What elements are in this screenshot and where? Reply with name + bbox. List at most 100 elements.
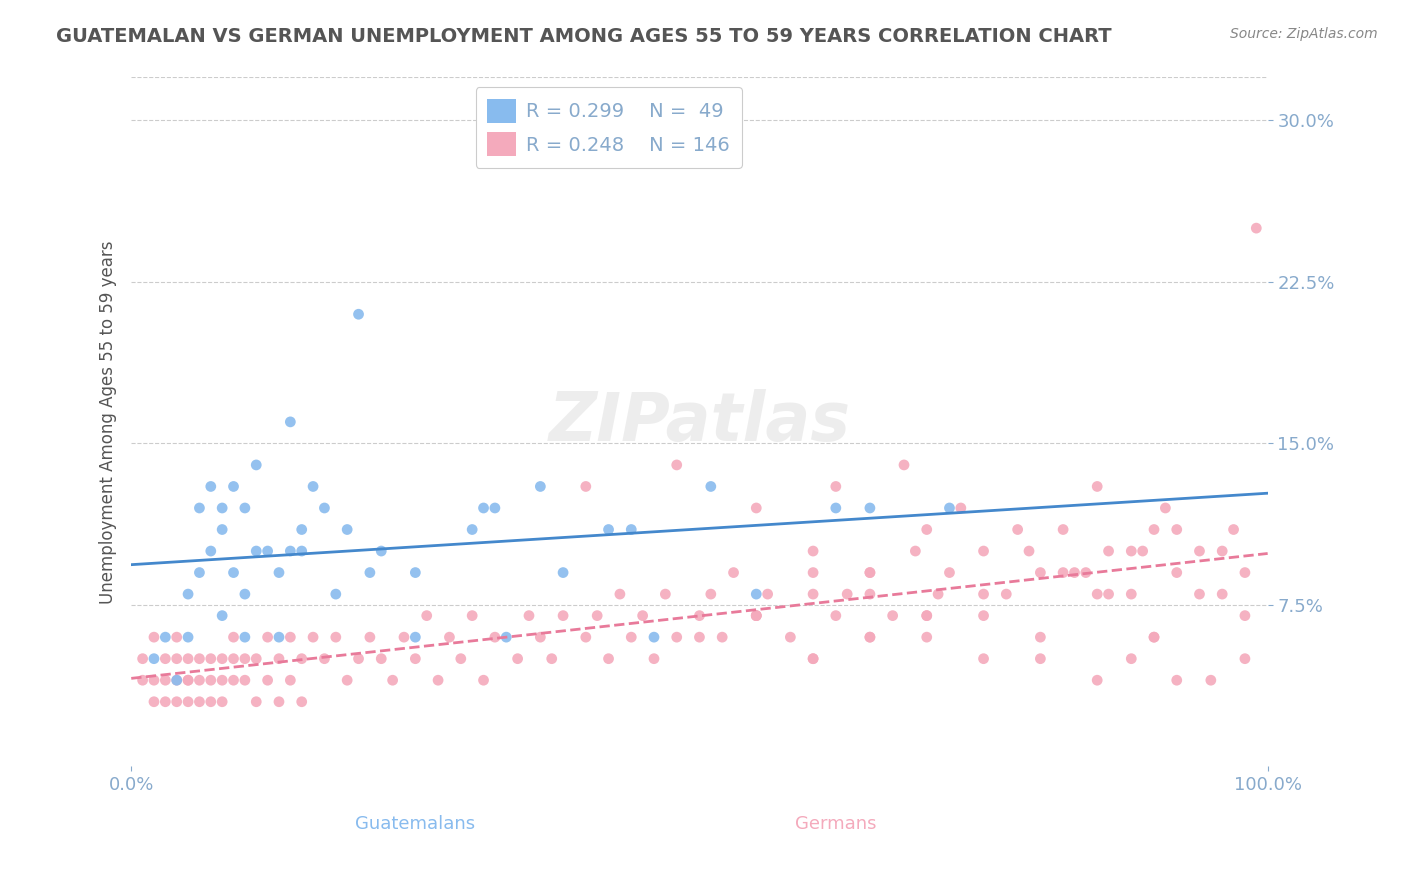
Point — [404, 566, 426, 580]
Point — [381, 673, 404, 688]
Point — [1121, 587, 1143, 601]
Point — [575, 479, 598, 493]
Point — [927, 587, 949, 601]
Point — [1063, 566, 1085, 580]
Point — [143, 630, 166, 644]
Point — [824, 500, 846, 515]
Point — [188, 566, 211, 580]
Point — [177, 587, 200, 601]
Text: GUATEMALAN VS GERMAN UNEMPLOYMENT AMONG AGES 55 TO 59 YEARS CORRELATION CHART: GUATEMALAN VS GERMAN UNEMPLOYMENT AMONG … — [56, 27, 1112, 45]
Point — [893, 458, 915, 472]
Point — [233, 673, 256, 688]
Point — [995, 587, 1018, 601]
Point — [233, 630, 256, 644]
Point — [472, 673, 495, 688]
Point — [1143, 630, 1166, 644]
Point — [325, 587, 347, 601]
Point — [280, 630, 302, 644]
Point — [973, 587, 995, 601]
Point — [973, 651, 995, 665]
Point — [267, 630, 290, 644]
Point — [1121, 651, 1143, 665]
Point — [177, 673, 200, 688]
Point — [1018, 544, 1040, 558]
Point — [824, 479, 846, 493]
Point — [392, 630, 415, 644]
Point — [245, 695, 267, 709]
Point — [1233, 608, 1256, 623]
Point — [1085, 673, 1108, 688]
Point — [938, 500, 960, 515]
Point — [949, 500, 972, 515]
Point — [336, 523, 359, 537]
Point — [450, 651, 472, 665]
Point — [461, 608, 484, 623]
Point — [200, 544, 222, 558]
Point — [756, 587, 779, 601]
Point — [177, 673, 200, 688]
Point — [665, 630, 688, 644]
Point — [824, 608, 846, 623]
Point — [973, 608, 995, 623]
Point — [723, 566, 745, 580]
Point — [166, 651, 188, 665]
Point — [256, 630, 278, 644]
Text: Guatemalans: Guatemalans — [356, 814, 475, 832]
Point — [267, 566, 290, 580]
Point — [211, 608, 233, 623]
Point — [882, 608, 904, 623]
Point — [359, 566, 381, 580]
Point — [166, 630, 188, 644]
Point — [415, 608, 437, 623]
Point — [745, 608, 768, 623]
Point — [688, 608, 710, 623]
Point — [506, 651, 529, 665]
Point — [143, 673, 166, 688]
Point — [188, 500, 211, 515]
Point — [1166, 523, 1188, 537]
Point — [291, 651, 314, 665]
Point — [188, 673, 211, 688]
Point — [859, 630, 882, 644]
Point — [267, 651, 290, 665]
Point — [233, 651, 256, 665]
Y-axis label: Unemployment Among Ages 55 to 59 years: Unemployment Among Ages 55 to 59 years — [100, 240, 117, 604]
Point — [643, 651, 665, 665]
Point — [222, 479, 245, 493]
Point — [1188, 587, 1211, 601]
Point — [155, 673, 177, 688]
Point — [200, 651, 222, 665]
Point — [859, 630, 882, 644]
Legend: R = 0.299    N =  49, R = 0.248    N = 146: R = 0.299 N = 49, R = 0.248 N = 146 — [475, 87, 741, 168]
Point — [801, 651, 824, 665]
Point — [222, 630, 245, 644]
Point — [177, 695, 200, 709]
Point — [643, 630, 665, 644]
Point — [745, 500, 768, 515]
Point — [598, 523, 620, 537]
Point — [495, 630, 517, 644]
Point — [801, 651, 824, 665]
Point — [166, 695, 188, 709]
Point — [1143, 523, 1166, 537]
Point — [200, 695, 222, 709]
Point — [586, 608, 609, 623]
Point — [1097, 544, 1119, 558]
Point — [211, 651, 233, 665]
Point — [177, 630, 200, 644]
Point — [427, 673, 450, 688]
Point — [233, 500, 256, 515]
Point — [859, 566, 882, 580]
Point — [938, 566, 960, 580]
Point — [915, 608, 938, 623]
Point — [1085, 479, 1108, 493]
Point — [484, 500, 506, 515]
Point — [517, 608, 540, 623]
Point — [280, 673, 302, 688]
Point — [973, 544, 995, 558]
Point — [1143, 630, 1166, 644]
Point — [859, 500, 882, 515]
Point — [1199, 673, 1222, 688]
Point — [211, 523, 233, 537]
Point — [1132, 544, 1154, 558]
